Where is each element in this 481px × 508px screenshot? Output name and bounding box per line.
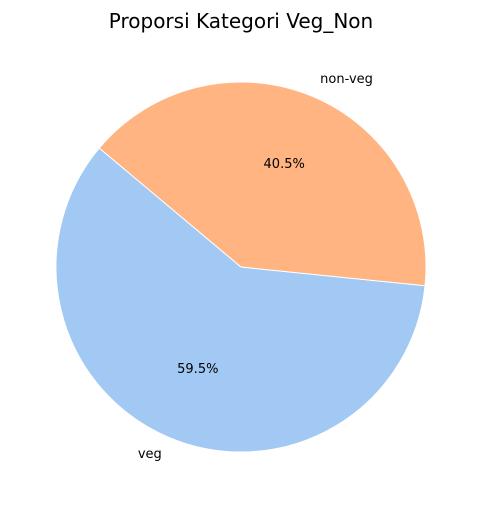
slice-percent-veg: 59.5% <box>177 362 218 377</box>
slice-label-veg: veg <box>138 447 162 462</box>
slice-percent-non-veg: 40.5% <box>264 157 305 172</box>
slice-label-non-veg: non-veg <box>320 72 373 87</box>
pie-slice-veg <box>55 147 426 453</box>
chart-title: Proporsi Kategori Veg_Non <box>109 9 373 33</box>
pie-slice-non-veg <box>98 81 427 287</box>
pie-labels: veg 59.5% non-veg 40.5% <box>138 72 373 462</box>
pie-slices <box>55 81 427 453</box>
